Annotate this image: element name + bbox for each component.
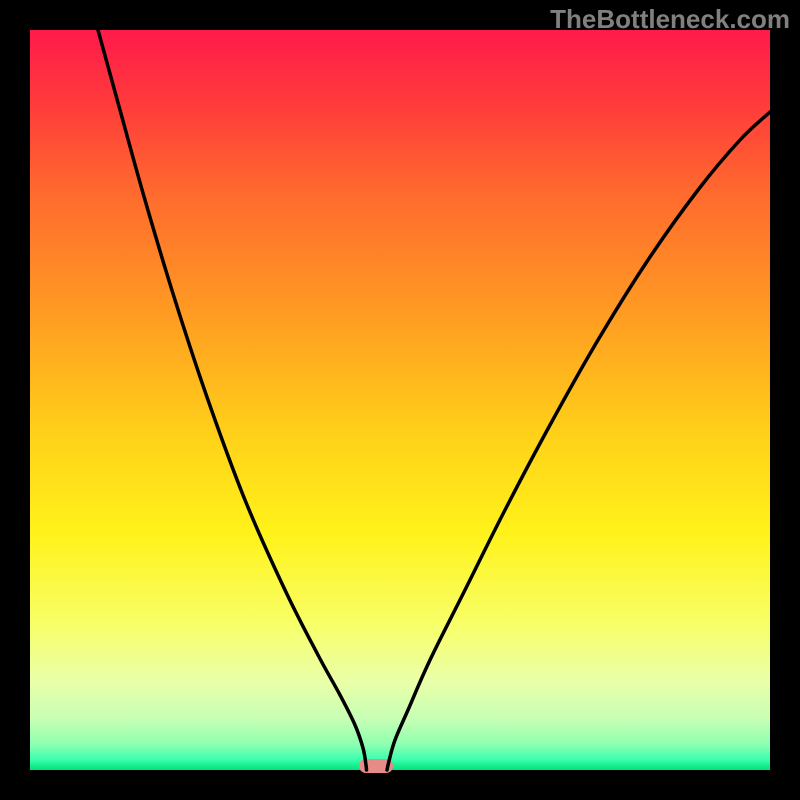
figure-canvas: TheBottleneck.com: [0, 0, 800, 800]
bottleneck-curve: [0, 0, 800, 800]
watermark-label: TheBottleneck.com: [550, 4, 790, 35]
